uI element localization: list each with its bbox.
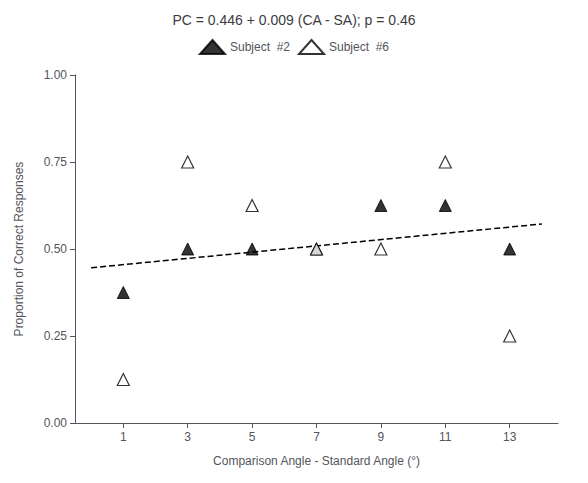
svg-text:0.25: 0.25 (44, 329, 68, 343)
svg-text:Subject #6: Subject #6 (329, 40, 389, 54)
svg-text:1.00: 1.00 (44, 68, 68, 82)
svg-text:0.50: 0.50 (44, 242, 68, 256)
svg-text:9: 9 (378, 430, 385, 444)
svg-text:7: 7 (313, 430, 320, 444)
svg-text:1: 1 (120, 430, 127, 444)
svg-text:5: 5 (249, 430, 256, 444)
svg-text:PC = 0.446 + 0.009 (CA - SA);: PC = 0.446 + 0.009 (CA - SA); p = 0.46 (172, 12, 415, 28)
svg-text:11: 11 (439, 430, 452, 444)
svg-text:0.75: 0.75 (44, 155, 68, 169)
svg-text:Comparison Angle - Standard An: Comparison Angle - Standard Angle (°) (213, 454, 420, 468)
svg-text:3: 3 (184, 430, 191, 444)
svg-text:Subject #2: Subject #2 (230, 40, 290, 54)
svg-text:13: 13 (503, 430, 517, 444)
svg-text:0.00: 0.00 (44, 416, 68, 430)
svg-text:Proportion of Correct Response: Proportion of Correct Responses (12, 162, 26, 337)
